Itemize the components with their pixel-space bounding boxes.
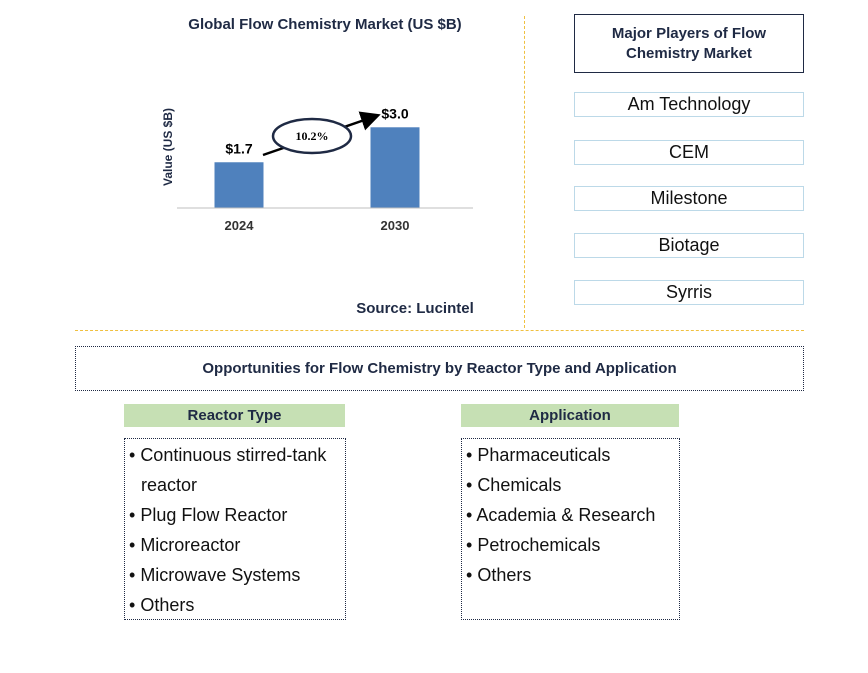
- cagr-label: 10.2%: [296, 129, 329, 143]
- horizontal-divider: [75, 330, 804, 331]
- player-am-technology: Am Technology: [574, 92, 804, 117]
- list-item: • Plug Flow Reactor: [129, 505, 288, 525]
- bar-2024: [214, 162, 264, 208]
- list-item: • Continuous stirred-tank reactor: [129, 445, 327, 495]
- player-milestone: Milestone: [574, 186, 804, 211]
- application-list: • Pharmaceuticals • Chemicals • Academia…: [461, 438, 680, 620]
- list-item: • Others: [466, 565, 532, 585]
- bar-value-label: $1.7: [225, 140, 252, 156]
- chart-title: Global Flow Chemistry Market (US $B): [188, 16, 462, 33]
- bar-chart: Value (US $B) $1.7 2024 $3.0 2030 10.2%: [161, 105, 473, 233]
- x-tick-label: 2030: [381, 218, 410, 233]
- cagr-ellipse: [271, 117, 353, 155]
- list-item: • Microwave Systems: [129, 565, 301, 585]
- player-syrris: Syrris: [574, 280, 804, 305]
- x-tick-label: 2024: [225, 218, 255, 233]
- vertical-divider: [524, 16, 525, 328]
- list-item: • Pharmaceuticals: [466, 445, 611, 465]
- application-header: Application: [461, 404, 679, 427]
- list-item: • Others: [129, 595, 195, 615]
- bar-value-label: $3.0: [381, 105, 408, 121]
- opportunities-title: Opportunities for Flow Chemistry by Reac…: [75, 346, 804, 391]
- list-item: • Microreactor: [129, 535, 241, 555]
- list-item: • Academia & Research: [466, 505, 656, 525]
- reactor-type-header: Reactor Type: [124, 404, 345, 427]
- reactor-type-list: • Continuous stirred-tank reactor • Plug…: [124, 438, 346, 620]
- y-axis-label: Value (US $B): [161, 108, 175, 186]
- players-header: Major Players of Flow Chemistry Market: [574, 14, 804, 73]
- list-item: • Chemicals: [466, 475, 562, 495]
- list-item: • Petrochemicals: [466, 535, 601, 555]
- bar-2030: [370, 127, 420, 208]
- source-label: Source: Lucintel: [356, 300, 474, 317]
- player-biotage: Biotage: [574, 233, 804, 258]
- player-cem: CEM: [574, 140, 804, 165]
